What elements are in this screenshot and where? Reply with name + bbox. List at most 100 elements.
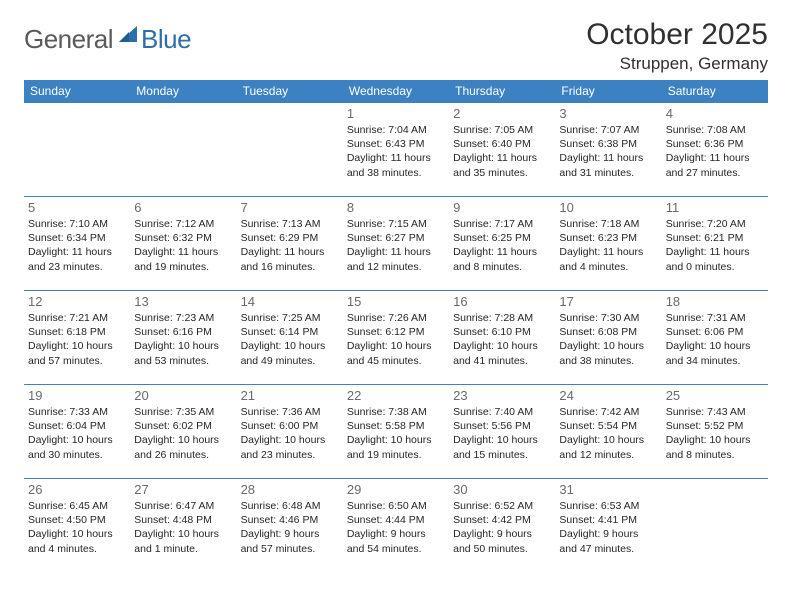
day-info: Sunrise: 7:31 AMSunset: 6:06 PMDaylight:… bbox=[666, 311, 764, 368]
calendar-body: 1Sunrise: 7:04 AMSunset: 6:43 PMDaylight… bbox=[24, 103, 768, 573]
daylight-text: Daylight: 9 hours and 47 minutes. bbox=[559, 527, 657, 555]
sunrise-text: Sunrise: 6:47 AM bbox=[134, 499, 232, 513]
sunrise-text: Sunrise: 6:53 AM bbox=[559, 499, 657, 513]
calendar-day-cell: 21 Sunrise: 7:36 AMSunset: 6:00 PMDayligh… bbox=[237, 385, 343, 479]
day-number: 18 bbox=[666, 294, 764, 309]
sunset-text: Sunset: 6:18 PM bbox=[28, 325, 126, 339]
calendar-week-row: 1Sunrise: 7:04 AMSunset: 6:43 PMDaylight… bbox=[24, 103, 768, 197]
sunset-text: Sunset: 6:43 PM bbox=[347, 137, 445, 151]
sunset-text: Sunset: 6:27 PM bbox=[347, 231, 445, 245]
sunset-text: Sunset: 5:54 PM bbox=[559, 419, 657, 433]
sunrise-text: Sunrise: 7:13 AM bbox=[241, 217, 339, 231]
day-number: 15 bbox=[347, 294, 445, 309]
day-number: 16 bbox=[453, 294, 551, 309]
sunrise-text: Sunrise: 7:42 AM bbox=[559, 405, 657, 419]
sunset-text: Sunset: 6:32 PM bbox=[134, 231, 232, 245]
day-number: 29 bbox=[347, 482, 445, 497]
daylight-text: Daylight: 10 hours and 12 minutes. bbox=[559, 433, 657, 461]
day-number: 4 bbox=[666, 106, 764, 121]
daylight-text: Daylight: 11 hours and 19 minutes. bbox=[134, 245, 232, 273]
sunset-text: Sunset: 6:16 PM bbox=[134, 325, 232, 339]
day-info: Sunrise: 7:28 AMSunset: 6:10 PMDaylight:… bbox=[453, 311, 551, 368]
day-info: Sunrise: 7:17 AMSunset: 6:25 PMDaylight:… bbox=[453, 217, 551, 274]
calendar-day-cell: 2Sunrise: 7:05 AMSunset: 6:40 PMDaylight… bbox=[449, 103, 555, 197]
sunrise-text: Sunrise: 6:48 AM bbox=[241, 499, 339, 513]
weekday-header-row: SundayMondayTuesdayWednesdayThursdayFrid… bbox=[24, 80, 768, 103]
daylight-text: Daylight: 11 hours and 31 minutes. bbox=[559, 151, 657, 179]
daylight-text: Daylight: 9 hours and 57 minutes. bbox=[241, 527, 339, 555]
daylight-text: Daylight: 11 hours and 8 minutes. bbox=[453, 245, 551, 273]
weekday-header: Wednesday bbox=[343, 80, 449, 103]
sunset-text: Sunset: 4:41 PM bbox=[559, 513, 657, 527]
calendar-day-cell: 29 Sunrise: 6:50 AMSunset: 4:44 PMDayligh… bbox=[343, 479, 449, 573]
calendar-week-row: 12Sunrise: 7:21 AMSunset: 6:18 PMDayligh… bbox=[24, 291, 768, 385]
weekday-header: Saturday bbox=[662, 80, 768, 103]
day-info: Sunrise: 7:36 AMSunset: 6:00 PMDaylight:… bbox=[241, 405, 339, 462]
calendar-day-cell: 5Sunrise: 7:10 AMSunset: 6:34 PMDaylight… bbox=[24, 197, 130, 291]
daylight-text: Daylight: 10 hours and 4 minutes. bbox=[28, 527, 126, 555]
calendar-day-cell: 16 Sunrise: 7:28 AMSunset: 6:10 PMDayligh… bbox=[449, 291, 555, 385]
day-number: 12 bbox=[28, 294, 126, 309]
calendar-day-cell: 9Sunrise: 7:17 AMSunset: 6:25 PMDaylight… bbox=[449, 197, 555, 291]
calendar-day-cell: 11 Sunrise: 7:20 AMSunset: 6:21 PMDayligh… bbox=[662, 197, 768, 291]
sunrise-text: Sunrise: 6:50 AM bbox=[347, 499, 445, 513]
calendar-day-cell: 22Sunrise: 7:38 AMSunset: 5:58 PMDayligh… bbox=[343, 385, 449, 479]
daylight-text: Daylight: 11 hours and 27 minutes. bbox=[666, 151, 764, 179]
day-number: 26 bbox=[28, 482, 126, 497]
calendar-day-cell: 8Sunrise: 7:15 AMSunset: 6:27 PMDaylight… bbox=[343, 197, 449, 291]
day-info: Sunrise: 7:40 AMSunset: 5:56 PMDaylight:… bbox=[453, 405, 551, 462]
day-info: Sunrise: 7:08 AMSunset: 6:36 PMDaylight:… bbox=[666, 123, 764, 180]
calendar-table: SundayMondayTuesdayWednesdayThursdayFrid… bbox=[24, 80, 768, 573]
day-info: Sunrise: 6:45 AMSunset: 4:50 PMDaylight:… bbox=[28, 499, 126, 556]
sunset-text: Sunset: 6:40 PM bbox=[453, 137, 551, 151]
daylight-text: Daylight: 11 hours and 35 minutes. bbox=[453, 151, 551, 179]
daylight-text: Daylight: 10 hours and 41 minutes. bbox=[453, 339, 551, 367]
sunset-text: Sunset: 6:00 PM bbox=[241, 419, 339, 433]
day-number: 27 bbox=[134, 482, 232, 497]
sunrise-text: Sunrise: 7:33 AM bbox=[28, 405, 126, 419]
day-number: 5 bbox=[28, 200, 126, 215]
sunset-text: Sunset: 6:29 PM bbox=[241, 231, 339, 245]
daylight-text: Daylight: 10 hours and 23 minutes. bbox=[241, 433, 339, 461]
header-row: General Blue October 2025 Struppen, Germ… bbox=[24, 18, 768, 74]
weekday-header: Friday bbox=[555, 80, 661, 103]
day-number: 19 bbox=[28, 388, 126, 403]
sunset-text: Sunset: 6:23 PM bbox=[559, 231, 657, 245]
daylight-text: Daylight: 10 hours and 19 minutes. bbox=[347, 433, 445, 461]
calendar-empty-cell bbox=[237, 103, 343, 197]
day-number: 28 bbox=[241, 482, 339, 497]
sunrise-text: Sunrise: 7:18 AM bbox=[559, 217, 657, 231]
day-number: 11 bbox=[666, 200, 764, 215]
day-info: Sunrise: 7:05 AMSunset: 6:40 PMDaylight:… bbox=[453, 123, 551, 180]
weekday-header: Tuesday bbox=[237, 80, 343, 103]
calendar-day-cell: 14Sunrise: 7:25 AMSunset: 6:14 PMDayligh… bbox=[237, 291, 343, 385]
day-number: 14 bbox=[241, 294, 339, 309]
sunset-text: Sunset: 6:21 PM bbox=[666, 231, 764, 245]
sunset-text: Sunset: 6:25 PM bbox=[453, 231, 551, 245]
day-info: Sunrise: 7:20 AMSunset: 6:21 PMDaylight:… bbox=[666, 217, 764, 274]
daylight-text: Daylight: 9 hours and 54 minutes. bbox=[347, 527, 445, 555]
page-subtitle: Struppen, Germany bbox=[586, 54, 768, 74]
day-info: Sunrise: 6:50 AMSunset: 4:44 PMDaylight:… bbox=[347, 499, 445, 556]
day-number: 21 bbox=[241, 388, 339, 403]
sunrise-text: Sunrise: 7:08 AM bbox=[666, 123, 764, 137]
calendar-empty-cell bbox=[24, 103, 130, 197]
calendar-day-cell: 27Sunrise: 6:47 AMSunset: 4:48 PMDayligh… bbox=[130, 479, 236, 573]
daylight-text: Daylight: 9 hours and 50 minutes. bbox=[453, 527, 551, 555]
daylight-text: Daylight: 10 hours and 1 minute. bbox=[134, 527, 232, 555]
calendar-day-cell: 26 Sunrise: 6:45 AMSunset: 4:50 PMDayligh… bbox=[24, 479, 130, 573]
title-block: October 2025 Struppen, Germany bbox=[586, 18, 768, 74]
day-info: Sunrise: 6:48 AMSunset: 4:46 PMDaylight:… bbox=[241, 499, 339, 556]
calendar-day-cell: 30Sunrise: 6:52 AMSunset: 4:42 PMDayligh… bbox=[449, 479, 555, 573]
day-number: 8 bbox=[347, 200, 445, 215]
sunset-text: Sunset: 5:56 PM bbox=[453, 419, 551, 433]
calendar-day-cell: 20Sunrise: 7:35 AMSunset: 6:02 PMDayligh… bbox=[130, 385, 236, 479]
sunset-text: Sunset: 6:38 PM bbox=[559, 137, 657, 151]
sunrise-text: Sunrise: 6:45 AM bbox=[28, 499, 126, 513]
sunrise-text: Sunrise: 7:12 AM bbox=[134, 217, 232, 231]
daylight-text: Daylight: 11 hours and 38 minutes. bbox=[347, 151, 445, 179]
calendar-day-cell: 4 Sunrise: 7:08 AMSunset: 6:36 PMDaylight… bbox=[662, 103, 768, 197]
daylight-text: Daylight: 10 hours and 49 minutes. bbox=[241, 339, 339, 367]
day-info: Sunrise: 7:04 AMSunset: 6:43 PMDaylight:… bbox=[347, 123, 445, 180]
daylight-text: Daylight: 10 hours and 45 minutes. bbox=[347, 339, 445, 367]
